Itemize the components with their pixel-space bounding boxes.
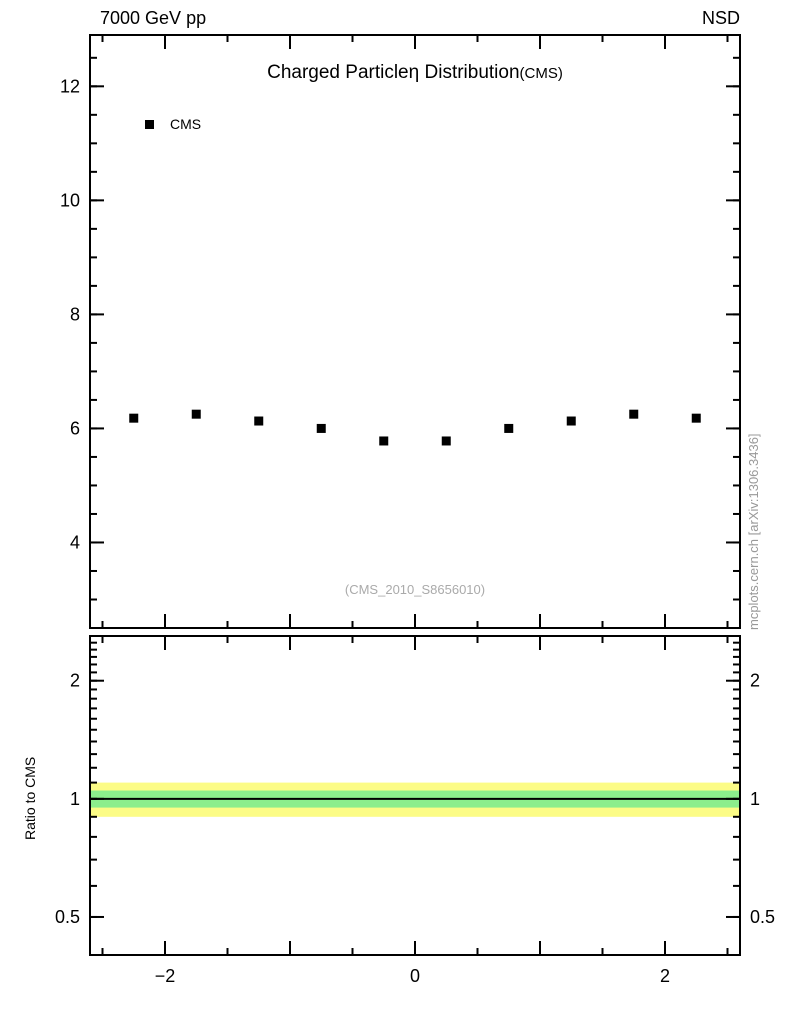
event-class-label: NSD bbox=[701, 8, 740, 28]
data-point-cms bbox=[441, 436, 451, 446]
y-axis-tick-label: 8 bbox=[70, 304, 80, 324]
data-point-cms bbox=[129, 413, 139, 423]
data-point-cms bbox=[191, 409, 201, 419]
data-point-cms bbox=[504, 423, 514, 433]
y-axis-tick-label: 4 bbox=[70, 532, 80, 552]
data-point-cms bbox=[254, 416, 264, 426]
y-axis-tick-label: 6 bbox=[70, 418, 80, 438]
beam-energy-label: 7000 GeV pp bbox=[100, 8, 207, 28]
eta-symbol: η bbox=[408, 62, 420, 83]
legend: CMS bbox=[145, 116, 201, 132]
mcplots-credit-text: mcplots.cern.ch [arXiv:1306.3436] bbox=[746, 433, 761, 630]
plot-title-suffix: (CMS) bbox=[519, 65, 563, 82]
ratio-y-tick-label-right: 0.5 bbox=[750, 907, 775, 927]
legend-label-cms: CMS bbox=[170, 116, 202, 132]
analysis-id-watermark: (CMS_2010_S8656010) bbox=[344, 582, 486, 597]
data-point-cms bbox=[379, 436, 389, 446]
ratio-y-tick-label-left: 2 bbox=[70, 671, 80, 691]
data-point-cms bbox=[629, 409, 639, 419]
plot-title-main2: Distribution bbox=[419, 62, 520, 83]
x-axis-tick-label: −2 bbox=[155, 966, 176, 986]
data-point-cms bbox=[566, 416, 576, 426]
ratio-y-tick-label-right: 1 bbox=[750, 789, 760, 809]
legend-square-marker-icon bbox=[145, 119, 154, 129]
ratio-axis-title: Ratio to CMS bbox=[22, 756, 38, 840]
plot-title-main: Charged Particle bbox=[267, 62, 409, 83]
ratio-y-tick-label-right: 2 bbox=[750, 671, 760, 691]
y-axis-tick-label: 12 bbox=[60, 76, 80, 96]
ratio-y-tick-label-left: 1 bbox=[70, 789, 80, 809]
data-point-cms bbox=[691, 413, 701, 423]
plot-title: Charged Particleη Distribution(CMS) bbox=[90, 62, 740, 84]
x-axis-tick-label: 2 bbox=[660, 966, 670, 986]
ratio-y-tick-label-left: 0.5 bbox=[55, 907, 80, 927]
x-axis-tick-label: 0 bbox=[410, 966, 420, 986]
data-point-cms bbox=[316, 423, 326, 433]
y-axis-tick-label: 10 bbox=[60, 190, 80, 210]
